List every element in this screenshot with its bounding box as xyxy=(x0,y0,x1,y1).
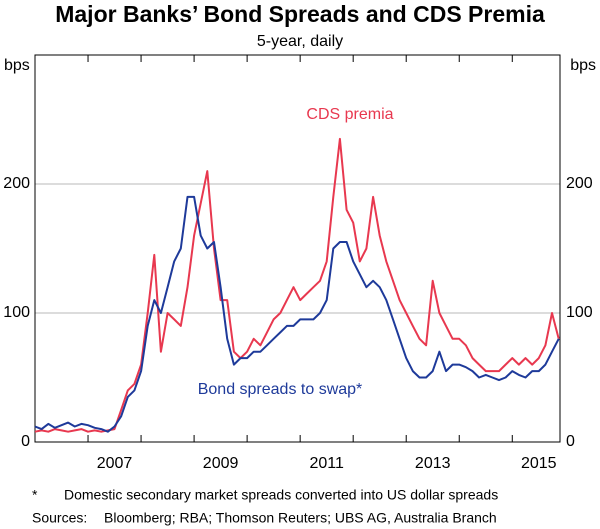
data-line xyxy=(34,195,560,433)
y2-tick-label: 100 xyxy=(566,304,593,321)
x-tick-label: 2009 xyxy=(203,455,239,472)
y2-tick-label: 0 xyxy=(566,433,575,450)
footnote-marker: * xyxy=(32,487,38,503)
x-tick-label: 2011 xyxy=(309,455,344,472)
y-tick-label: 200 xyxy=(3,175,30,192)
data-line xyxy=(34,137,560,433)
sources: Bloomberg; RBA; Thomson Reuters; UBS AG,… xyxy=(104,510,497,526)
y2-axis-unit: bps xyxy=(570,57,596,74)
y2-tick-label: 200 xyxy=(566,175,593,192)
y-axis-unit: bps xyxy=(4,57,30,74)
x-tick-label: 2007 xyxy=(97,455,133,472)
x-tick-label: 2015 xyxy=(521,455,557,472)
chart-title: Major Banks’ Bond Spreads and CDS Premia xyxy=(55,1,545,27)
x-tick-label: 2013 xyxy=(415,455,451,472)
series-label: CDS premia xyxy=(306,106,393,123)
y-tick-label: 0 xyxy=(21,433,30,450)
sources-label: Sources: xyxy=(32,510,87,526)
y-tick-label: 100 xyxy=(3,304,30,321)
plot-frame xyxy=(34,54,561,443)
chart-subtitle: 5-year, daily xyxy=(257,33,343,50)
footnote: Domestic secondary market spreads conver… xyxy=(64,487,498,503)
series-label: Bond spreads to swap* xyxy=(198,381,363,398)
